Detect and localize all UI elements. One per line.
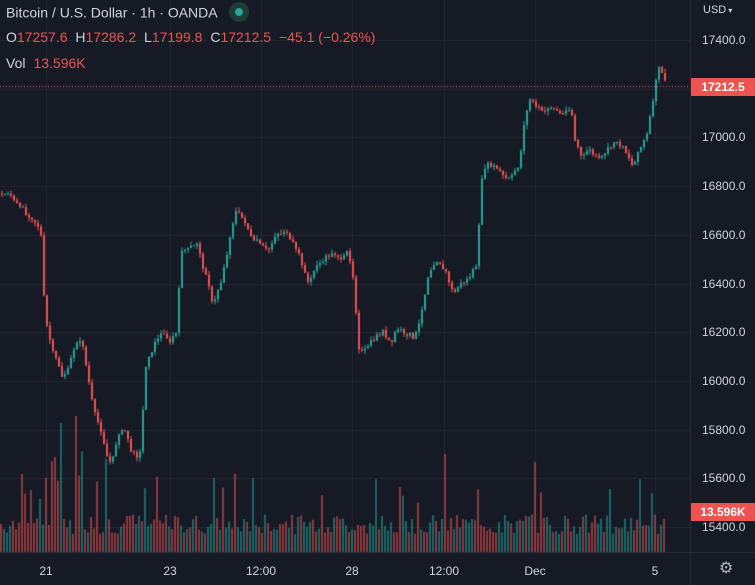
open-value: 17257.6 [16,29,68,45]
time-tick-label: 28 [345,564,359,578]
time-tick-label: Dec [524,564,546,578]
volume-readout: Vol 13.596K [6,55,86,71]
symbol-title[interactable]: Bitcoin / U.S. Dollar · 1h · OANDA [6,4,217,21]
price-tick-label: 16800.0 [702,178,746,193]
low-value: 17199.8 [151,29,203,45]
open-label: O [6,29,17,45]
price-tick-label: 16600.0 [702,227,746,242]
time-tick-label: 23 [163,564,177,578]
chevron-down-icon: ▾ [728,6,733,15]
price-tick-label: 16400.0 [702,276,746,291]
ohlc-readout: O17257.6 H17286.2 L17199.8 C17212.5 −45.… [6,29,379,45]
price-tick-label: 17000.0 [702,129,746,144]
high-value: 17286.2 [85,29,137,45]
time-tick-label: 12:00 [428,564,460,578]
price-tick-label: 17400.0 [702,32,746,47]
volume-label[interactable]: Vol [6,55,26,71]
volume-value: 13.596K [33,55,86,71]
low-label: L [144,29,152,45]
price-tick-label: 15400.0 [702,519,746,534]
market-status-icon [228,2,249,22]
price-tick-label: 15800.0 [702,422,746,437]
change-value: −45.1 (−0.26%) [278,29,376,45]
currency-selector[interactable]: USD ▾ [703,4,732,16]
high-label: H [75,29,86,45]
price-tick-label: 16000.0 [702,373,746,388]
time-tick-label: 5 [651,564,659,578]
close-label: C [210,29,221,45]
gear-icon[interactable]: ⚙ [719,560,734,577]
volume-tag: 13.596K [691,503,755,521]
chart-legend-title: Bitcoin / U.S. Dollar · 1h · OANDA [6,2,249,24]
last-price-tag: 17212.5 [691,78,755,96]
close-value: 17212.5 [220,29,272,45]
currency-label: USD [703,4,727,16]
time-tick-label: 21 [39,564,53,578]
price-tick-label: 16200.0 [702,324,746,339]
time-tick-label: 12:00 [245,564,277,578]
price-tick-label: 15600.0 [702,470,746,485]
